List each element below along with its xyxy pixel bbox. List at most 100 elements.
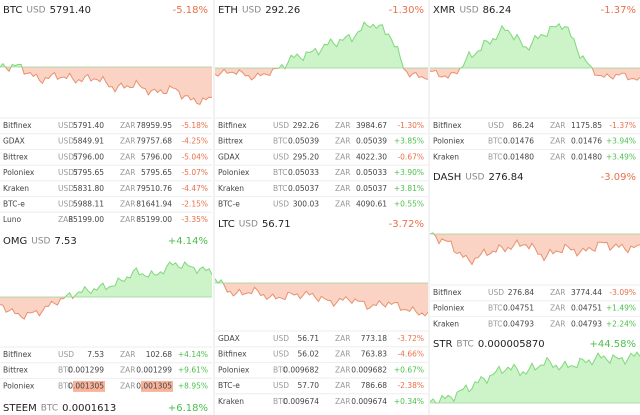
- exchange-name: Bitfinex: [218, 121, 247, 130]
- exchange-name: BTC-e: [218, 200, 240, 209]
- local-price: 0.01476: [571, 137, 602, 146]
- quote-currency: ZAR: [58, 215, 73, 224]
- sparkline: [217, 283, 428, 317]
- local-price: 3774.44: [571, 288, 602, 297]
- row-change: +3.90%: [394, 168, 424, 177]
- local-price: 4090.61: [356, 200, 387, 209]
- local-currency: ZAR: [335, 184, 350, 193]
- panel-change: -1.37%: [601, 5, 636, 16]
- local-price: 0.05033: [356, 168, 387, 177]
- quote-currency: BTC: [273, 168, 288, 177]
- quote-price: 300.03: [293, 200, 319, 209]
- exchange-name: GDAX: [3, 137, 25, 146]
- local-price: 4022.30: [356, 152, 387, 161]
- exchange-name: Kraken: [433, 319, 459, 328]
- quote-price: 0.01476: [503, 137, 534, 146]
- local-price: 79757.68: [136, 137, 172, 146]
- exchange-name: Bitfinex: [433, 288, 462, 297]
- local-currency: ZAR: [335, 365, 350, 374]
- exchange-name: Bittrex: [3, 366, 29, 375]
- row-change: -1.30%: [397, 121, 424, 130]
- quote-price: 5849.91: [73, 137, 104, 146]
- quote-currency: USD: [58, 184, 74, 193]
- panel-price: 0.0001613: [62, 403, 116, 414]
- quote-price: 0.009674: [283, 397, 319, 406]
- sparkline-area: [215, 283, 428, 316]
- panel-currency: USD: [26, 6, 45, 16]
- exchange-name: Bitfinex: [3, 121, 32, 130]
- panel-currency: USD: [459, 6, 478, 16]
- row-change: +0.67%: [394, 365, 424, 374]
- local-price: 5795.65: [141, 168, 172, 177]
- quote-currency: USD: [58, 121, 74, 130]
- sparkline-area: [430, 23, 640, 68]
- quote-currency: USD: [58, 137, 74, 146]
- local-currency: ZAR: [335, 121, 350, 130]
- panel-change: +44.58%: [589, 339, 636, 350]
- highlight: [141, 380, 173, 392]
- row-change: +4.14%: [178, 350, 208, 359]
- local-price: 0.009674: [351, 397, 387, 406]
- quote-price: 276.84: [508, 288, 534, 297]
- panel-change: -3.09%: [601, 172, 636, 183]
- quote-price: 0.05033: [288, 168, 319, 177]
- panel-price: 56.71: [262, 219, 291, 230]
- exchange-name: Kraken: [3, 184, 29, 193]
- local-currency: ZAR: [335, 381, 350, 390]
- quote-price: 292.26: [293, 121, 319, 130]
- quote-price: 0.001299: [68, 366, 104, 375]
- sparkline-area: [430, 234, 640, 265]
- panel-change: -1.30%: [389, 5, 424, 16]
- exchange-name: Bitfinex: [433, 121, 462, 130]
- local-currency: ZAR: [335, 200, 350, 209]
- exchange-name: Bitfinex: [218, 350, 247, 359]
- row-change: -3.72%: [397, 334, 424, 343]
- local-currency: ZAR: [335, 168, 350, 177]
- local-currency: ZAR: [335, 350, 350, 359]
- local-price: 0.05039: [356, 137, 387, 146]
- sparkline-area: [430, 68, 640, 81]
- exchange-name: Poloniex: [3, 168, 35, 177]
- exchange-name: Bittrex: [218, 137, 244, 146]
- local-currency: ZAR: [120, 168, 135, 177]
- panel-currency: BTC: [41, 404, 58, 414]
- quote-currency: USD: [273, 200, 289, 209]
- sparkline: [64, 261, 212, 297]
- row-change: -4.47%: [181, 184, 208, 193]
- quote-price: 0.04751: [503, 304, 534, 313]
- row-change: +1.49%: [606, 304, 636, 313]
- row-change: -2.38%: [397, 381, 424, 390]
- sparkline: [0, 67, 212, 106]
- row-change: -5.18%: [181, 121, 208, 130]
- panel-currency: USD: [239, 220, 258, 230]
- quote-currency: BTC: [488, 152, 503, 161]
- quote-price: 86.24: [513, 121, 535, 130]
- exchange-name: Poloniex: [218, 168, 250, 177]
- local-currency: ZAR: [120, 152, 135, 161]
- panel-symbol: BTC: [3, 5, 22, 16]
- quote-currency: BTC: [273, 365, 288, 374]
- local-price: 763.83: [361, 350, 387, 359]
- quote-price: 5795.65: [73, 168, 104, 177]
- quote-currency: USDT: [58, 152, 79, 161]
- quote-currency: USD: [273, 350, 289, 359]
- quote-price: 0.01480: [503, 152, 534, 161]
- local-currency: ZAR: [335, 137, 350, 146]
- exchange-name: GDAX: [218, 152, 240, 161]
- panel-symbol: XMR: [433, 5, 455, 16]
- panel-change: -5.18%: [173, 5, 208, 16]
- local-currency: ZAR: [120, 184, 135, 193]
- quote-currency: BTC: [273, 397, 288, 406]
- local-currency: ZAR: [550, 304, 565, 313]
- quote-price: 5988.11: [73, 200, 104, 209]
- quote-currency: USD: [273, 334, 289, 343]
- exchange-name: BTC-e: [3, 200, 25, 209]
- quote-price: 5791.40: [73, 121, 104, 130]
- quote-price: 56.71: [298, 334, 320, 343]
- sparkline: [430, 68, 640, 81]
- local-price: 0.04751: [571, 304, 602, 313]
- row-change: -1.37%: [609, 121, 636, 130]
- quote-price: 295.20: [293, 152, 319, 161]
- local-price: 102.68: [146, 350, 172, 359]
- local-currency: ZAR: [550, 121, 565, 130]
